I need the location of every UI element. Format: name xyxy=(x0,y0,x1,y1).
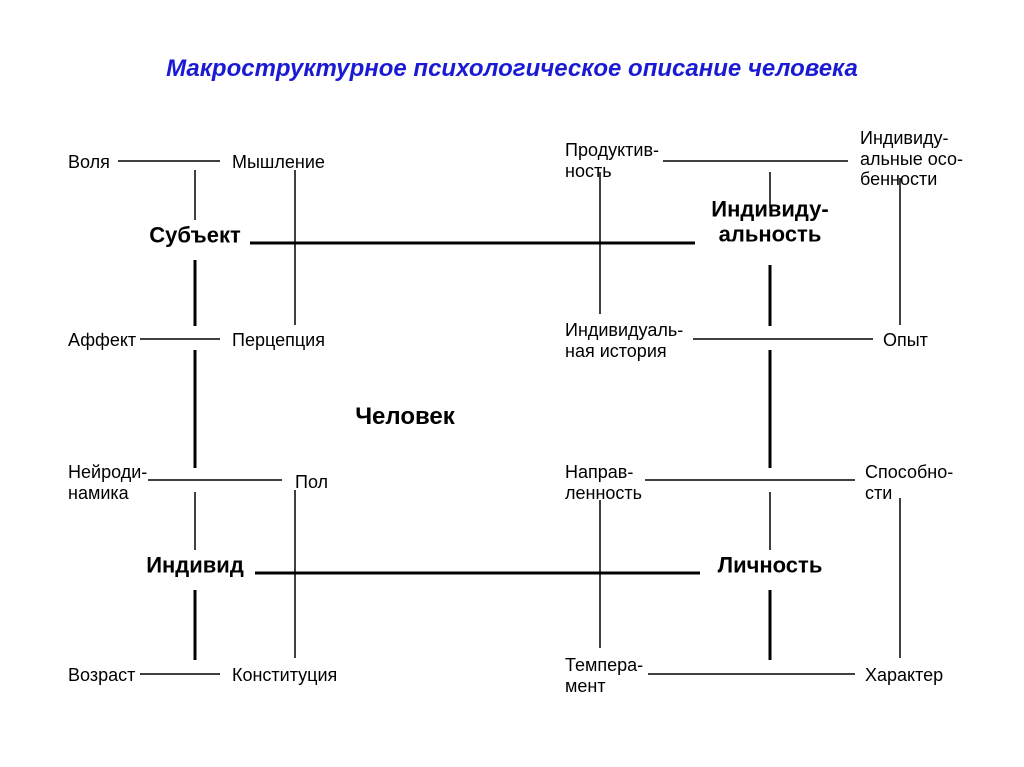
node-individuality: Индивиду- альность xyxy=(711,197,828,248)
node-productivity: Продуктив- ность xyxy=(565,140,659,181)
node-ind_history: Индивидуаль- ная история xyxy=(565,320,683,361)
node-center: Человек xyxy=(355,403,455,431)
node-sex: Пол xyxy=(295,472,328,493)
node-individ: Индивид xyxy=(146,552,244,577)
node-personality: Личность xyxy=(718,552,823,577)
node-direction: Направ- ленность xyxy=(565,462,642,503)
node-abilities: Способно- сти xyxy=(865,462,953,503)
node-affect: Аффект xyxy=(68,330,136,351)
node-neurodyn: Нейроди- намика xyxy=(68,462,147,503)
node-temperament: Темпера- мент xyxy=(565,655,643,696)
node-subject: Субъект xyxy=(149,222,240,247)
node-experience: Опыт xyxy=(883,330,928,351)
node-perception: Перцепция xyxy=(232,330,325,351)
node-indiv_feat: Индивиду- альные осо- бенности xyxy=(860,128,963,190)
node-age: Возраст xyxy=(68,665,135,686)
node-character: Характер xyxy=(865,665,943,686)
node-thinking: Мышление xyxy=(232,152,325,173)
diagram-canvas xyxy=(0,0,1024,767)
node-constitution: Конституция xyxy=(232,665,337,686)
node-will: Воля xyxy=(68,152,110,173)
